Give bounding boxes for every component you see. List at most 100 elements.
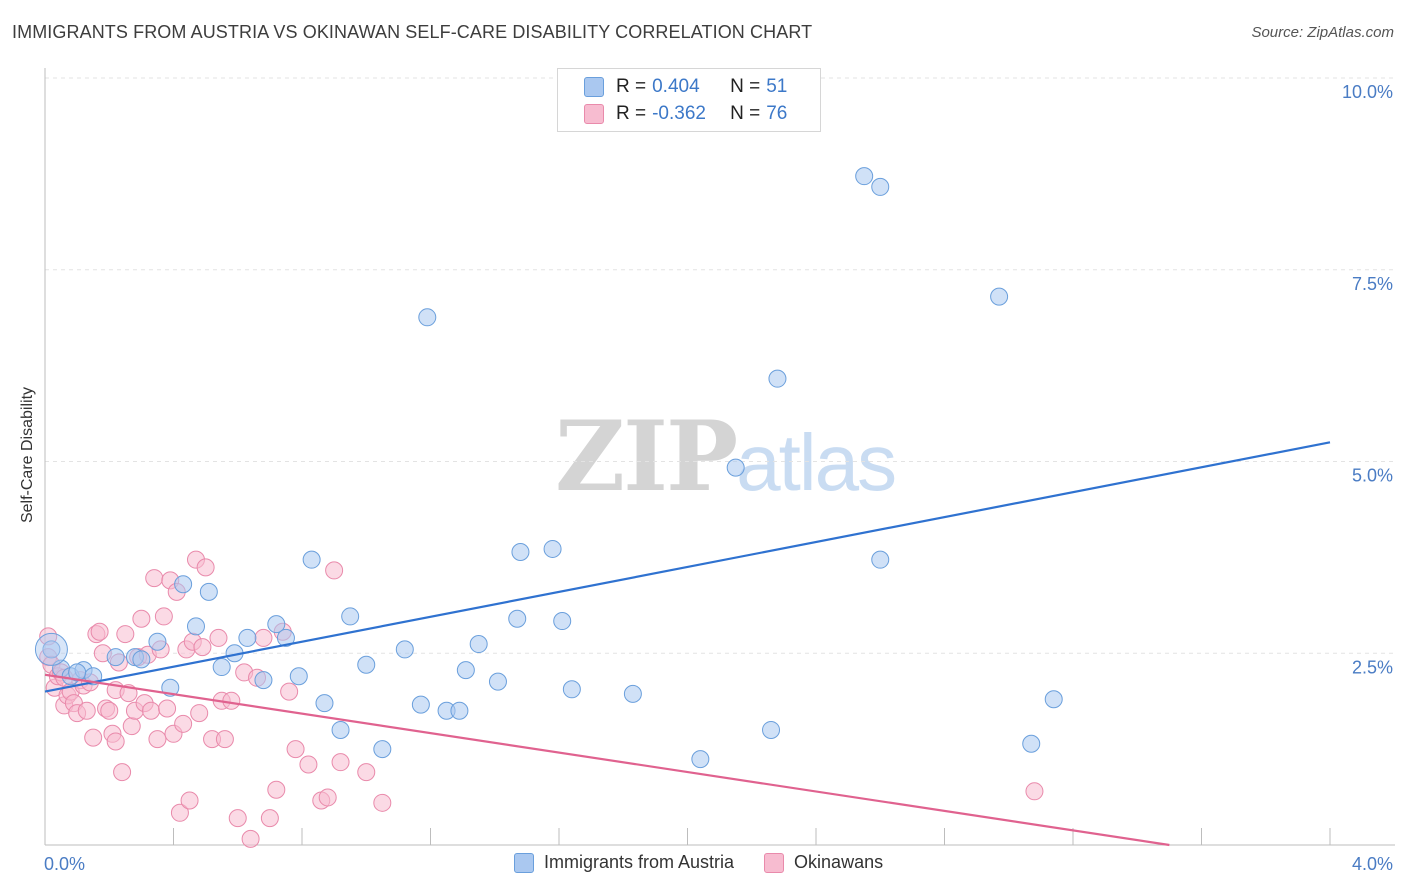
okinawa-point [228, 809, 247, 828]
austria-legend-label: Immigrants from Austria [544, 852, 735, 872]
okinawa-point [1025, 782, 1044, 801]
okinawa-point [132, 609, 151, 628]
okinawa-point [170, 803, 189, 822]
okinawa-point [174, 714, 193, 733]
y-tick-label: 2.5% [1352, 657, 1393, 677]
legend-item-austria[interactable]: Immigrants from Austria [514, 852, 734, 873]
austria-point [623, 684, 642, 703]
austria-point [871, 177, 890, 196]
austria-point [302, 550, 321, 569]
n-label: N = [730, 76, 761, 97]
okinawa-point [267, 780, 286, 799]
austria-point [691, 750, 710, 769]
okinawa-point [116, 625, 135, 644]
okinawa-point [373, 793, 392, 812]
x-tick-label: 0.0% [44, 854, 85, 874]
legend-item-okinawa[interactable]: Okinawans [764, 852, 883, 873]
austria-point [488, 672, 507, 691]
legend-row-austria: R = 0.404 N = 51 [584, 75, 787, 99]
n-value: 76 [766, 103, 788, 124]
okinawa-point [122, 717, 141, 736]
n-label: N = [730, 103, 761, 124]
austria-point [990, 287, 1009, 306]
okinawa-point [158, 699, 177, 718]
austria-point [315, 694, 334, 713]
austria-point [212, 658, 231, 677]
austria-point [562, 680, 581, 699]
austria-point [456, 661, 475, 680]
austria-point [148, 632, 167, 651]
austria-point [762, 720, 781, 739]
y-tick-label: 5.0% [1352, 466, 1393, 486]
okinawa-point [254, 628, 273, 647]
r-label: R = [616, 76, 647, 97]
r-label: R = [616, 103, 647, 124]
austria-point [331, 720, 350, 739]
austria-point [238, 628, 257, 647]
okinawa-point [318, 788, 337, 807]
okinawa-point [84, 728, 103, 747]
okinawa-point [77, 701, 96, 720]
austria-point [450, 701, 469, 720]
r-value: 0.404 [652, 76, 700, 97]
okinawa-point [260, 809, 279, 828]
okinawa-point [280, 682, 299, 701]
austria-point [42, 640, 61, 659]
austria-point [199, 582, 218, 601]
austria-point [726, 458, 745, 477]
y-tick-label: 7.5% [1352, 274, 1393, 294]
austria-point [289, 667, 308, 686]
okinawa-trendline [44, 673, 1170, 847]
x-tick-label: 4.0% [1352, 854, 1393, 874]
austria-point [1022, 734, 1041, 753]
austria-point [508, 609, 527, 628]
okinawa-point [286, 740, 305, 759]
austria-point [871, 550, 890, 569]
chart-title: IMMIGRANTS FROM AUSTRIA VS OKINAWAN SELF… [12, 22, 813, 42]
austria-point [267, 615, 286, 634]
okinawa-swatch [584, 104, 604, 124]
austria-point [341, 607, 360, 626]
n-value: 51 [766, 76, 788, 97]
okinawa-point [222, 691, 241, 710]
okinawa-point [113, 763, 132, 782]
okinawa-point [106, 732, 125, 751]
y-tick-label: 10.0% [1342, 82, 1393, 102]
austria-point [373, 740, 392, 759]
legend-row-okinawa: R = -0.362 N = 76 [584, 102, 787, 126]
okinawa-point [209, 628, 228, 647]
austria-trendline [44, 441, 1331, 693]
stats-legend: R = 0.404 N = 51 R = -0.362 N = 76 [557, 68, 821, 132]
austria-point [768, 369, 787, 388]
okinawa-point [193, 638, 212, 657]
okinawa-point [241, 829, 260, 848]
austria-point [68, 663, 87, 682]
okinawa-point [357, 763, 376, 782]
okinawa-point [148, 730, 167, 749]
okinawa-point [154, 607, 173, 626]
r-value: -0.362 [652, 103, 706, 124]
austria-point [543, 539, 562, 558]
austria-point [469, 635, 488, 654]
watermark: ZIPatlas [555, 400, 897, 513]
okinawa-point [180, 791, 199, 810]
austria-point [411, 695, 430, 714]
okinawa-point [196, 558, 215, 577]
austria-point [174, 575, 193, 594]
y-axis-label: Self-Care Disability [19, 386, 36, 524]
austria-point [254, 671, 273, 690]
okinawa-point [190, 704, 209, 723]
series-legend: Immigrants from Austria Okinawans [514, 852, 913, 873]
austria-legend-swatch [514, 852, 534, 873]
okinawa-legend-label: Okinawans [794, 852, 884, 872]
austria-point-large [34, 632, 68, 666]
austria-point [511, 543, 530, 562]
austria-point [418, 308, 437, 327]
okinawa-point [325, 561, 344, 580]
austria-point [357, 655, 376, 674]
austria-point [276, 628, 295, 647]
austria-point [1044, 690, 1063, 709]
okinawa-point [100, 701, 119, 720]
austria-point [106, 648, 125, 667]
austria-swatch [584, 77, 604, 97]
